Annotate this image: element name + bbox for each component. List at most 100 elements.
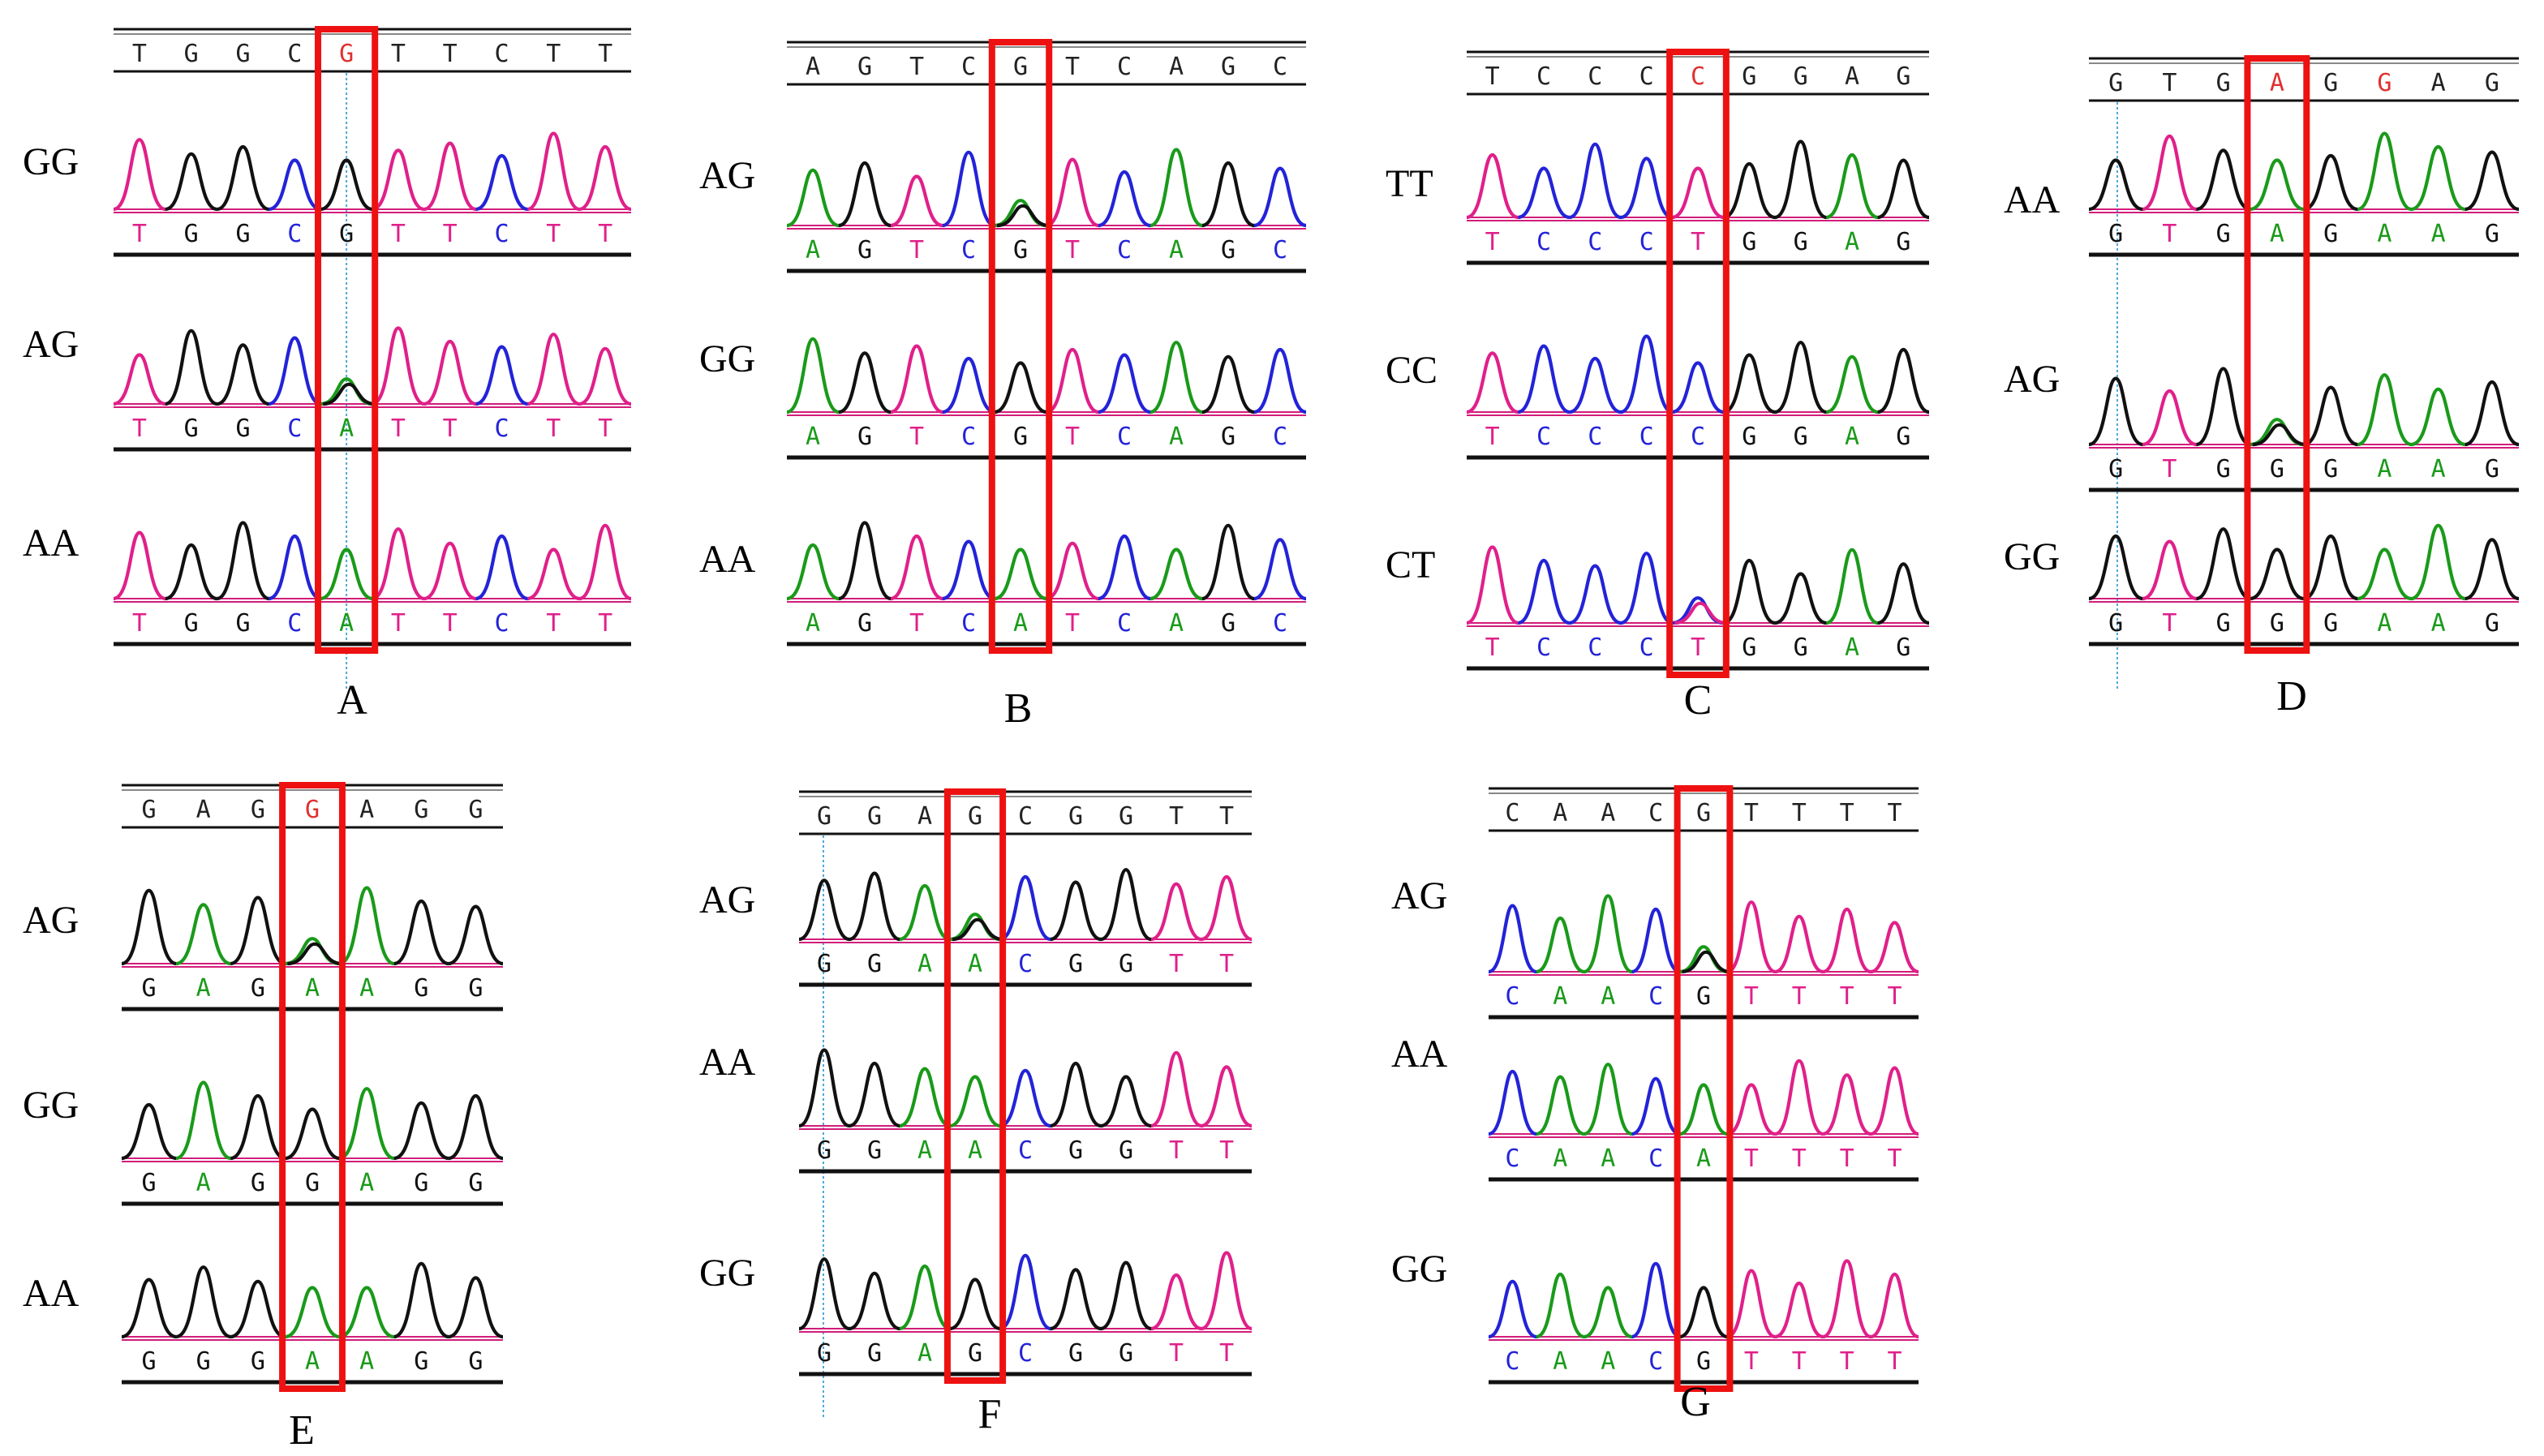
base-call: A [2377, 220, 2391, 248]
genotype-label: GG [23, 1084, 79, 1127]
reference-base: A [1601, 799, 1615, 827]
base-call: G [196, 1347, 211, 1376]
base-peak [1723, 161, 1776, 220]
base-peak [268, 158, 321, 212]
base-call: G [2216, 455, 2231, 483]
base-peak [338, 1087, 395, 1161]
base-call: T [1888, 1347, 1902, 1376]
base-peak [1201, 161, 1255, 228]
base-peak [175, 903, 231, 966]
base-call: G [1068, 1339, 1083, 1368]
base-peak [999, 874, 1051, 942]
base-peak [2464, 150, 2520, 212]
base-peak [999, 1068, 1051, 1128]
reference-base: G [339, 40, 354, 68]
base-peak [2142, 134, 2198, 212]
base-call: T [1888, 982, 1902, 1011]
reference-base: G [251, 796, 265, 824]
reference-base: T [391, 40, 406, 68]
base-peak [798, 878, 850, 942]
base-call: G [251, 1169, 265, 1197]
base-peak [1723, 353, 1776, 414]
base-call: G [1794, 634, 1808, 662]
base-peak [1466, 351, 1519, 414]
base-call: G [2323, 455, 2338, 483]
base-call: C [1117, 423, 1132, 451]
base-peak [230, 896, 286, 966]
base-peak [1631, 907, 1681, 974]
base-call: G [468, 1347, 483, 1376]
reference-base: G [968, 802, 982, 831]
base-call: G [867, 950, 882, 978]
base-peak [1870, 1272, 1919, 1339]
reference-base: G [2108, 69, 2123, 97]
base-call: G [2216, 609, 2231, 638]
panel-label: D [2276, 673, 2307, 719]
base-peak [1046, 541, 1099, 601]
reference-base: C [1117, 53, 1132, 81]
snp-peak-g [996, 204, 1050, 228]
base-peak [1825, 354, 1879, 414]
genotype-row: AAG T G A G A A G [2004, 131, 2520, 257]
base-peak [1253, 166, 1307, 228]
genotype-label: GG [699, 1252, 755, 1295]
base-call: G [468, 1169, 483, 1197]
genotype-label: GG [1391, 1248, 1447, 1291]
base-call: T [1840, 1347, 1854, 1376]
genotype-row: GG A G T C G T C A G C [699, 337, 1307, 460]
base-peak [393, 1261, 449, 1339]
base-peak [1726, 900, 1777, 974]
reference-base: G [857, 53, 872, 81]
base-call: A [968, 1136, 982, 1165]
reference-base: G [468, 796, 483, 824]
base-call: G [2216, 220, 2231, 248]
base-call: A [1845, 634, 1859, 662]
base-call: C [287, 609, 302, 638]
reference-base: C [1273, 53, 1287, 81]
base-peak [372, 326, 425, 406]
base-call: C [494, 414, 509, 443]
base-call: C [1018, 1339, 1033, 1368]
base-peak [890, 534, 943, 601]
base-call: G [857, 236, 872, 264]
snp-highlight-box [315, 26, 379, 654]
base-call: T [909, 236, 924, 264]
base-peak [1822, 1259, 1871, 1339]
genotype-row: AG C A A C G T T T T [1391, 874, 1919, 1020]
base-peak [2357, 548, 2413, 601]
snp-peak-g [1678, 1286, 1729, 1339]
base-call: G [142, 1347, 157, 1376]
genotype-row: TTT C C C T G G A G [1386, 140, 1930, 265]
base-peak [1877, 347, 1930, 414]
base-peak [849, 1061, 900, 1128]
reference-base: A [917, 802, 932, 831]
base-peak [526, 333, 580, 406]
base-peak [1536, 916, 1585, 974]
base-peak [849, 871, 900, 942]
reference-base: G [1742, 62, 1756, 91]
base-call: A [196, 1169, 211, 1197]
base-call: A [2431, 220, 2446, 248]
reference-base: G [2216, 69, 2231, 97]
base-peak [1569, 356, 1622, 414]
base-call: G [1742, 634, 1756, 662]
base-call: A [1169, 609, 1184, 638]
base-peak [1517, 558, 1571, 625]
base-call: A [359, 974, 374, 1003]
base-peak [2303, 153, 2358, 212]
reference-base: G [235, 40, 250, 68]
base-call: C [1648, 982, 1663, 1011]
snp-peak-g [287, 942, 342, 966]
genotype-row: CTT C C C T G G A G [1386, 543, 1930, 671]
base-call: A [2431, 455, 2446, 483]
base-peak [1569, 564, 1622, 625]
base-peak [526, 131, 580, 212]
base-call: T [598, 414, 612, 443]
base-peak [1584, 894, 1633, 974]
reference-base: C [1505, 799, 1519, 827]
base-call: A [339, 414, 354, 443]
reference-base: T [1792, 799, 1807, 827]
base-call: G [2485, 220, 2499, 248]
